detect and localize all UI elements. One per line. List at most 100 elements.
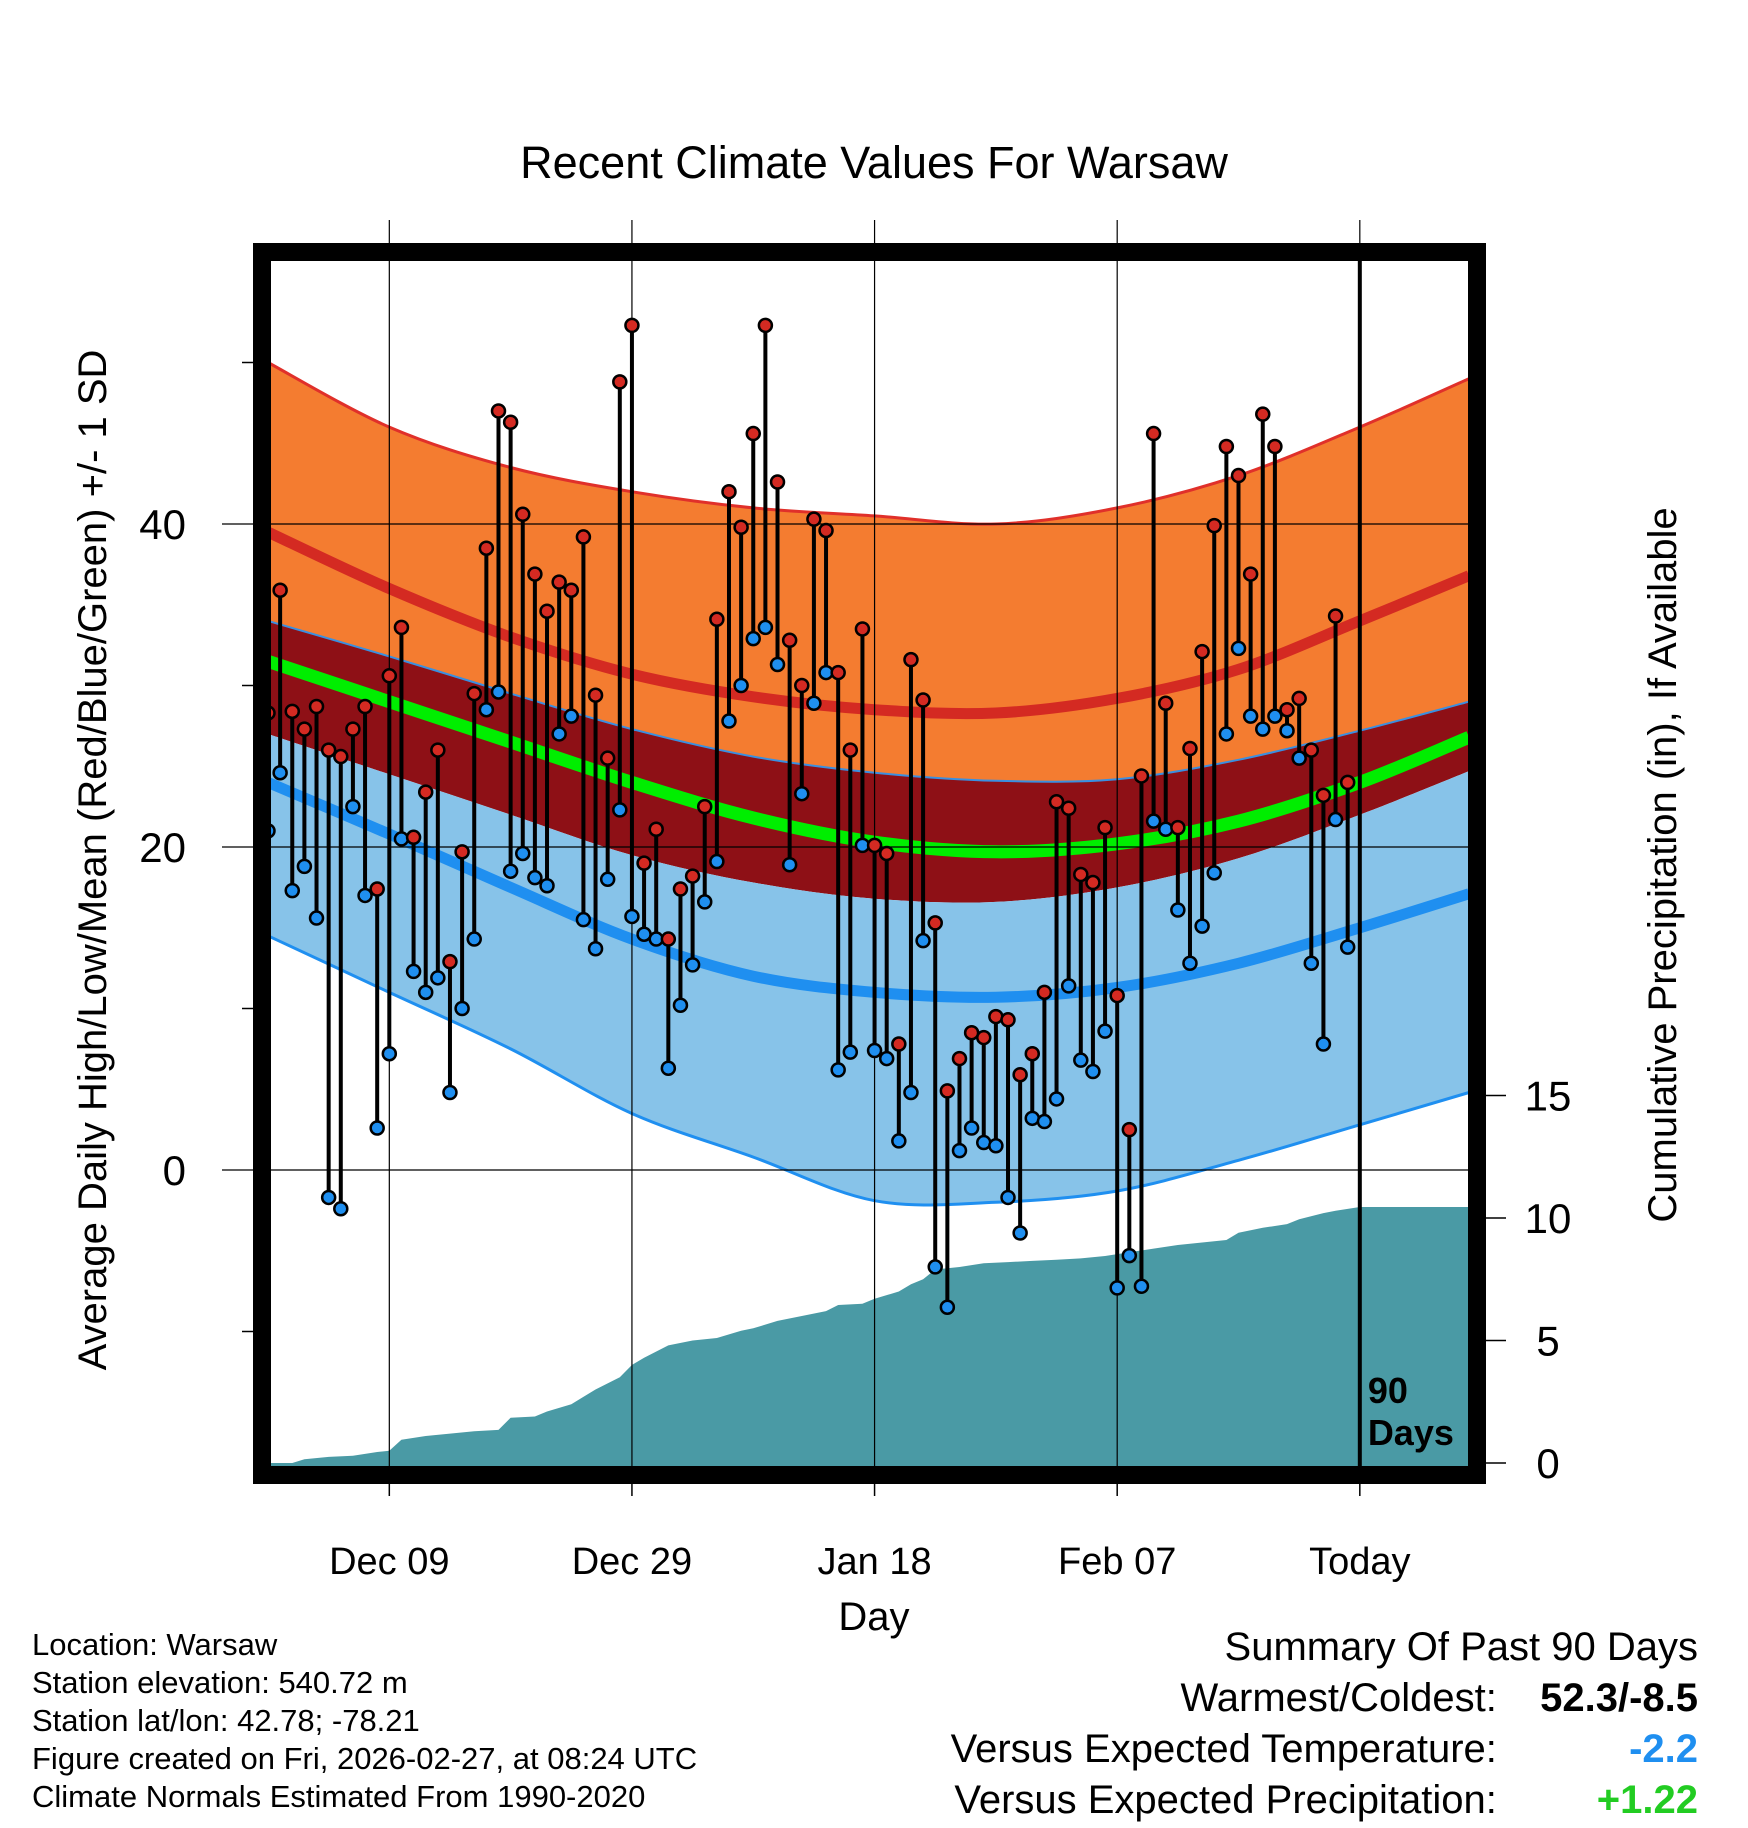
daily-low-point xyxy=(320,1189,337,1206)
x-tick-label: Today xyxy=(1309,1541,1410,1583)
daily-low-point xyxy=(539,878,555,894)
y-axis-label: Average Daily High/Low/Mean (Red/Blue/Gr… xyxy=(71,350,115,1371)
daily-low-point xyxy=(478,701,495,718)
daily-high-point xyxy=(903,651,919,668)
daily-high-point xyxy=(357,698,373,715)
daily-high-point xyxy=(1206,517,1222,534)
daily-low-point xyxy=(369,1120,385,1136)
daily-high-point xyxy=(1097,819,1113,836)
daily-high-point xyxy=(272,582,288,598)
daily-high-point xyxy=(551,574,567,590)
daily-low-point xyxy=(1182,955,1198,972)
daily-low-point xyxy=(769,656,786,673)
daily-low-point xyxy=(599,871,616,888)
x-tick-label: Feb 07 xyxy=(1058,1541,1176,1583)
daily-high-point xyxy=(830,664,846,681)
daily-high-point xyxy=(478,540,495,556)
daily-low-point xyxy=(1327,811,1344,828)
daily-low-point xyxy=(903,1084,919,1101)
location-text: Location: Warsaw xyxy=(32,1627,278,1662)
daily-low-point xyxy=(1255,721,1271,737)
daily-high-point xyxy=(1073,866,1089,883)
latlon-text: Station lat/lon: 42.78; -78.21 xyxy=(32,1703,420,1738)
daily-high-point xyxy=(1315,787,1332,804)
daily-low-point xyxy=(1121,1247,1138,1264)
daily-high-point xyxy=(1145,425,1162,442)
daily-low-point xyxy=(357,887,373,904)
daily-high-point xyxy=(381,668,398,684)
y-tick-label: 40 xyxy=(139,501,186,548)
daily-high-point xyxy=(684,868,701,884)
daily-high-point xyxy=(951,1050,968,1067)
daily-low-point xyxy=(684,957,701,973)
daily-high-point xyxy=(878,845,895,862)
daily-low-point xyxy=(1097,1023,1113,1039)
daily-high-point xyxy=(539,603,555,619)
daily-low-point xyxy=(1230,640,1247,657)
x-tick-label: Dec 29 xyxy=(572,1541,692,1583)
daily-low-point xyxy=(866,1042,883,1059)
x-tick-label: Jan 18 xyxy=(818,1541,932,1583)
today-marker-label: 90 xyxy=(1368,1370,1408,1411)
daily-low-point xyxy=(393,831,410,847)
daily-low-point xyxy=(939,1299,956,1316)
daily-high-point xyxy=(866,837,883,854)
daily-high-point xyxy=(721,483,737,500)
daily-high-point xyxy=(1194,643,1210,660)
daily-low-point xyxy=(454,1000,470,1017)
daily-low-point xyxy=(951,1142,968,1159)
daily-high-point xyxy=(636,855,652,871)
daily-low-point xyxy=(745,630,762,647)
daily-low-point xyxy=(696,894,713,910)
warmest-coldest-label: Warmest/Coldest: xyxy=(1180,1676,1497,1720)
normals-text: Climate Normals Estimated From 1990-2020 xyxy=(32,1779,646,1814)
daily-high-point xyxy=(1182,740,1198,757)
daily-low-point xyxy=(1060,978,1077,994)
daily-high-point xyxy=(1012,1066,1028,1083)
daily-low-point xyxy=(405,963,422,980)
summary-panel: Summary Of Past 90 Days Warmest/Coldest:… xyxy=(951,1622,1698,1826)
daily-low-point xyxy=(1000,1189,1016,1206)
daily-low-point xyxy=(417,984,434,1001)
daily-high-point xyxy=(624,317,640,334)
daily-high-point xyxy=(1000,1012,1016,1028)
daily-high-point xyxy=(1121,1121,1138,1138)
daily-high-point xyxy=(490,403,507,419)
daily-low-point xyxy=(308,910,325,926)
daily-low-point xyxy=(1170,902,1186,918)
daily-low-point xyxy=(988,1138,1004,1154)
station-info: Location: Warsaw Station elevation: 540.… xyxy=(32,1626,697,1816)
y-tick-label: 20 xyxy=(139,824,186,871)
daily-high-point xyxy=(599,750,616,766)
daily-low-point xyxy=(430,970,446,986)
daily-low-point xyxy=(1048,1091,1065,1107)
daily-low-point xyxy=(490,684,507,700)
daily-low-point xyxy=(381,1045,398,1062)
daily-low-point xyxy=(1303,955,1320,972)
y2-tick-label: 15 xyxy=(1525,1073,1572,1120)
daily-low-point xyxy=(442,1084,458,1101)
daily-high-point xyxy=(1242,566,1259,582)
x-tick-label: Dec 09 xyxy=(329,1541,449,1583)
daily-low-point xyxy=(1157,821,1174,837)
created-text: Figure created on Fri, 2026-02-27, at 08… xyxy=(32,1741,698,1776)
daily-high-point xyxy=(891,1036,907,1052)
y2-axis-label: Cumulative Precipitation (in), If Availa… xyxy=(1641,507,1685,1222)
daily-low-point xyxy=(915,932,931,949)
daily-high-point xyxy=(1170,819,1186,836)
daily-low-point xyxy=(466,931,482,947)
daily-high-point xyxy=(502,414,519,431)
y2-tick-label: 0 xyxy=(1536,1440,1559,1487)
daily-low-point xyxy=(1218,726,1235,742)
daily-high-point xyxy=(515,506,531,523)
daily-high-point xyxy=(648,821,664,837)
daily-low-point xyxy=(1242,708,1259,724)
daily-high-point xyxy=(1291,690,1307,707)
daily-high-point xyxy=(393,619,410,636)
daily-high-point xyxy=(612,374,628,390)
daily-high-point xyxy=(781,632,798,649)
daily-low-point xyxy=(781,857,798,873)
daily-high-point xyxy=(369,881,385,897)
daily-high-point xyxy=(854,621,871,637)
